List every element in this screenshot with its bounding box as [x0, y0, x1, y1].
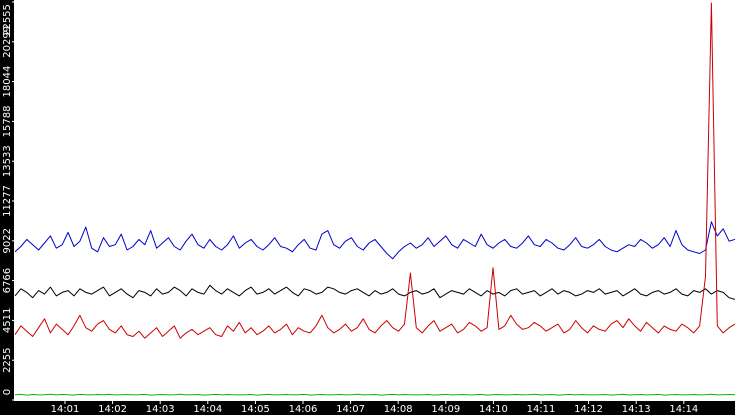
x-tick-label: 14:04: [193, 404, 222, 415]
y-tick-label: 18044: [2, 66, 13, 98]
y-tick-label: 22555: [2, 4, 13, 36]
x-axis-ticks: 14:01 14:02 14:03 14:04 14:05 14:06 14:07 14:08…: [51, 401, 698, 415]
x-tick-label: 14:13: [622, 404, 651, 415]
y-tick-label: 4511: [2, 308, 13, 333]
x-tick-label: 14:11: [527, 404, 556, 415]
series-line-2: [14, 2, 735, 339]
y-tick-label: 20299: [2, 26, 13, 58]
x-axis-band: [0, 401, 735, 415]
series-line-0: [14, 221, 735, 260]
x-tick-label: 14:09: [431, 404, 460, 415]
y-tick-label: 9022: [2, 228, 13, 253]
x-tick-label: 14:03: [146, 404, 175, 415]
x-tick-label: 14:02: [98, 404, 127, 415]
x-tick-label: 14:06: [289, 404, 318, 415]
series-line-1: [14, 284, 735, 300]
x-tick-label: 14:12: [574, 404, 603, 415]
x-tick-label: 14:14: [669, 404, 698, 415]
x-tick-label: 14:10: [479, 404, 508, 415]
y-axis-ticks: 0 2255 4511 6766 9022 11277 13533 15788 18044 202…: [2, 1, 15, 401]
x-tick-label: 14:07: [336, 404, 365, 415]
x-tick-label: 14:08: [384, 404, 413, 415]
x-tick-label: 14:01: [51, 404, 80, 415]
y-tick-label: 13533: [2, 145, 13, 177]
y-axis-band: [0, 0, 14, 415]
y-tick-label: 0: [2, 389, 13, 395]
x-tick-label: 14:05: [241, 404, 270, 415]
y-tick-label: 6766: [2, 268, 13, 293]
series-line-3: [14, 393, 735, 396]
y-tick-label: 11277: [2, 185, 13, 217]
series-layer: [14, 2, 735, 396]
y-tick-label: 2255: [2, 347, 13, 372]
y-tick-label: 15788: [2, 106, 13, 138]
